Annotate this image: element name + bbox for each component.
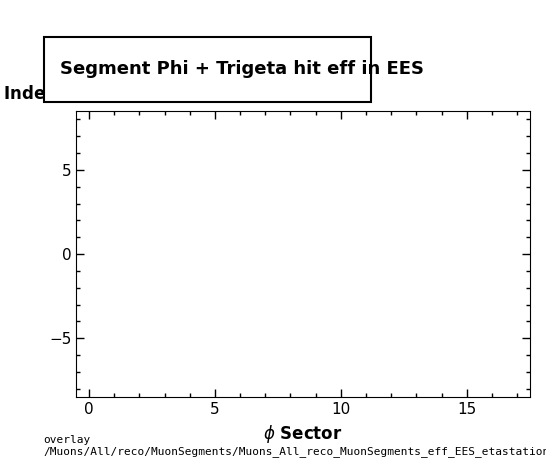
Text: Segment Phi + Trigeta hit eff in EES: Segment Phi + Trigeta hit eff in EES (60, 61, 424, 78)
Text: overlay
/Muons/All/reco/MuonSegments/Muons_All_reco_MuonSegments_eff_EES_etastat: overlay /Muons/All/reco/MuonSegments/Muo… (44, 435, 546, 457)
FancyBboxPatch shape (44, 37, 371, 102)
X-axis label: $\phi$ Sector: $\phi$ Sector (263, 423, 343, 445)
Y-axis label: $\eta$ Index: $\eta$ Index (0, 83, 57, 105)
